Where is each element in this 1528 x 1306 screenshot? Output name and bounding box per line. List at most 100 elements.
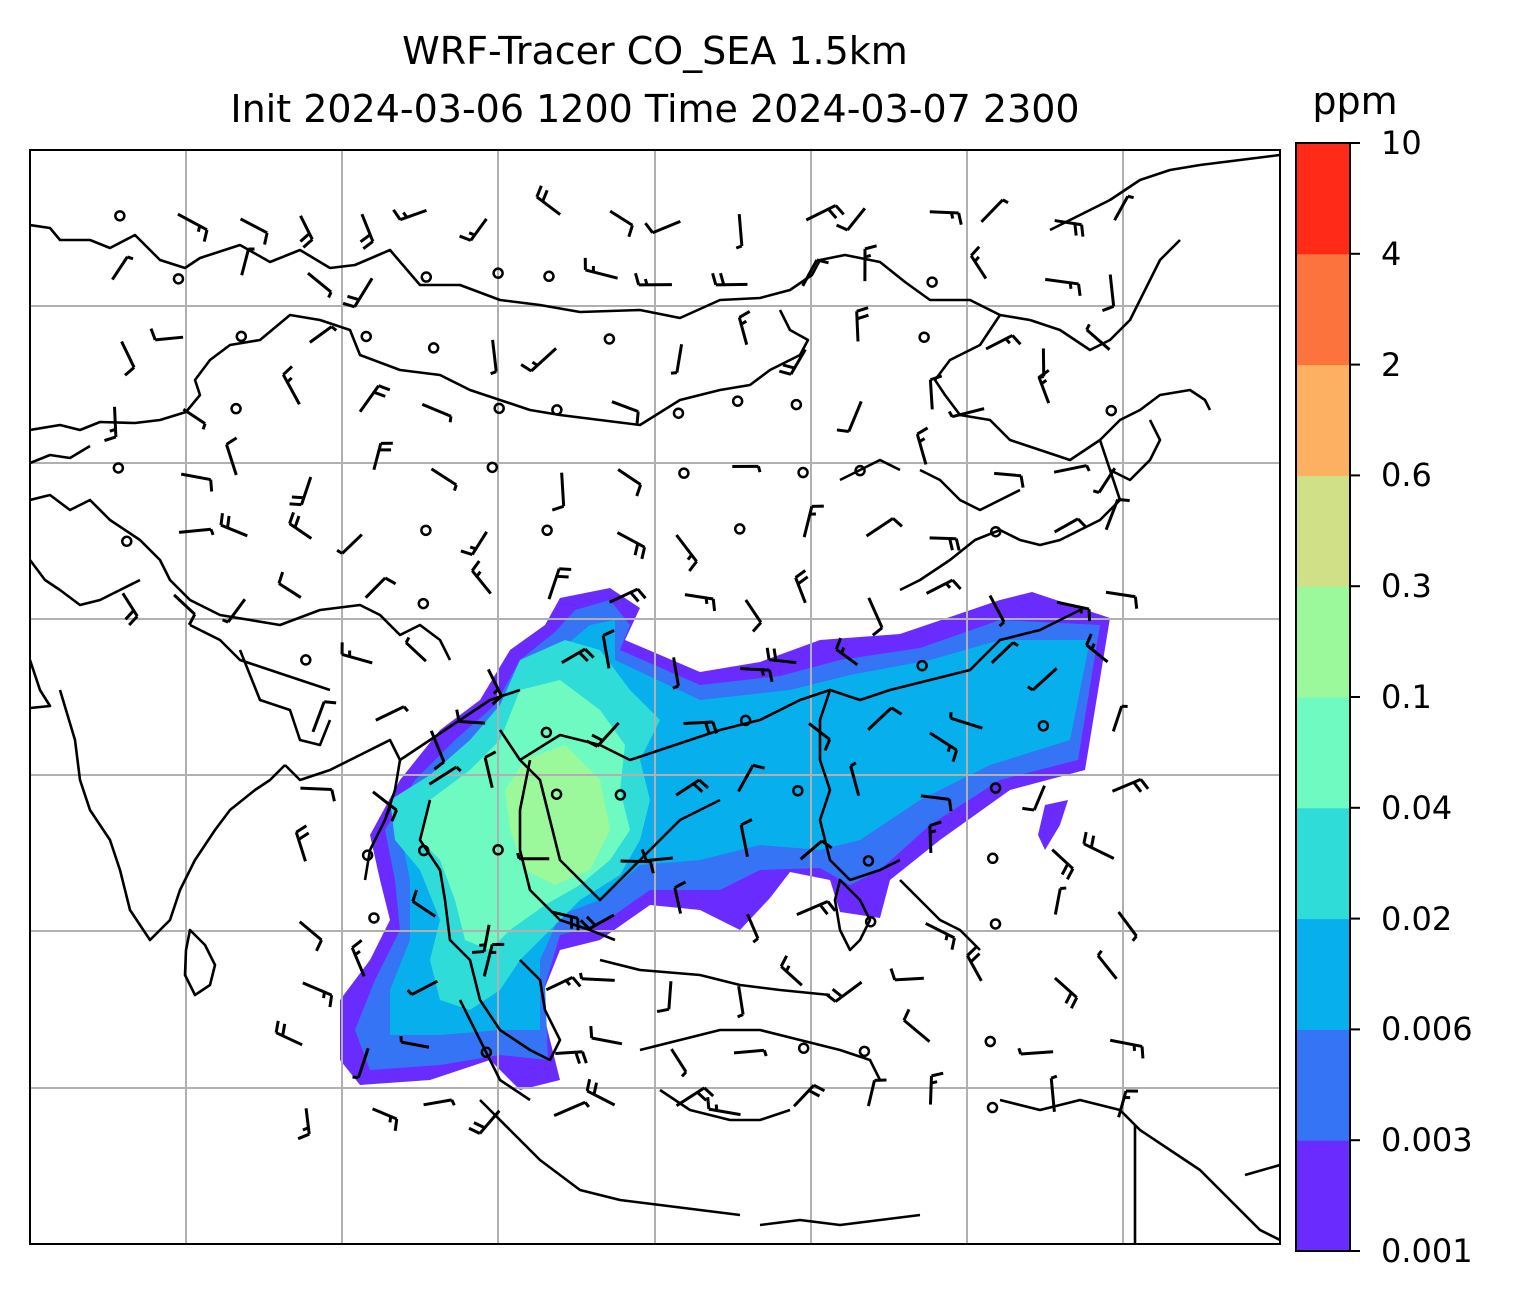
wind-barb — [1104, 497, 1130, 531]
wind-barb — [178, 527, 215, 536]
wind-barb — [430, 467, 458, 492]
calm-wind-marker — [678, 467, 690, 479]
wind-barb — [969, 245, 988, 280]
wind-barb — [706, 1097, 741, 1117]
wind-barb — [1027, 667, 1058, 692]
wind-barb — [684, 593, 717, 612]
calm-wind-marker — [790, 398, 803, 411]
wind-barb — [740, 667, 774, 683]
wind-barb — [372, 790, 398, 822]
wind-barb — [966, 946, 983, 982]
wind-barb — [120, 340, 136, 377]
wind-barb — [240, 247, 255, 276]
calm-wind-marker — [300, 654, 312, 666]
wind-barb — [675, 534, 698, 572]
colorbar-tick-label: 0.6 — [1381, 456, 1432, 495]
wind-barb — [428, 765, 462, 786]
calm-wind-marker — [918, 331, 930, 343]
wind-barb — [620, 859, 655, 874]
wind-barb — [311, 700, 337, 733]
colorbar-tick-label: 10 — [1381, 124, 1422, 162]
wind-barb — [545, 975, 582, 992]
calm-wind-marker — [989, 782, 1002, 794]
wind-barb — [609, 209, 634, 238]
wind-barb — [350, 939, 366, 977]
calm-wind-marker — [864, 915, 877, 928]
wind-barb — [298, 920, 323, 952]
wind-barb — [583, 257, 618, 280]
colorbar — [1295, 142, 1360, 1252]
wind-barb — [308, 325, 338, 344]
wind-barb — [589, 1025, 623, 1046]
wind-barb — [849, 761, 861, 796]
colorbar-tick-label: 0.1 — [1381, 678, 1432, 716]
wind-barb — [173, 593, 197, 626]
wind-barb — [1111, 704, 1128, 732]
wind-barb — [799, 839, 833, 861]
wind-barb — [855, 306, 869, 342]
wind-barb — [1105, 590, 1139, 609]
calm-wind-marker — [989, 525, 1002, 538]
wind-barb — [802, 504, 824, 538]
wind-barb — [1113, 194, 1135, 221]
wind-barb — [778, 348, 807, 376]
calm-wind-marker — [492, 267, 504, 279]
wind-barb — [340, 642, 373, 665]
calm-wind-marker — [112, 462, 125, 474]
wind-barb — [239, 217, 269, 245]
wind-barb — [836, 400, 863, 433]
wind-barb — [277, 571, 302, 599]
wind-barb — [739, 818, 753, 857]
wind-barb — [471, 924, 491, 954]
wind-barb — [553, 1100, 591, 1118]
wind-barb — [468, 1109, 501, 1135]
wind-barb — [866, 1078, 887, 1107]
wind-barb — [1053, 517, 1088, 534]
wind-barb — [608, 587, 647, 604]
colorbar-segment — [1296, 807, 1350, 920]
wind-barb — [336, 533, 363, 555]
wind-barb — [1053, 976, 1079, 1009]
wind-barb — [392, 208, 427, 222]
wind-barb — [616, 531, 647, 560]
wind-barb — [928, 820, 942, 853]
wind-barb — [372, 1107, 399, 1132]
colorbar-segment — [1296, 475, 1350, 587]
wind-barb — [372, 441, 393, 471]
wind-barb — [988, 594, 1006, 628]
wind-barb — [1044, 277, 1082, 297]
wind-barb — [182, 408, 207, 430]
colorbar-tick-label: 2 — [1381, 345, 1402, 384]
wind-barb — [180, 472, 214, 492]
wind-barb — [177, 212, 209, 242]
plume-layer-core3 — [505, 745, 610, 885]
colorbar-unit-label: ppm — [1312, 79, 1398, 123]
wind-barb — [675, 778, 710, 797]
wind-barb — [928, 1071, 944, 1105]
wind-barb — [670, 343, 684, 375]
wind-barb — [520, 347, 558, 373]
calm-wind-marker — [926, 276, 938, 288]
wind-barb — [547, 567, 572, 600]
wind-barb — [1051, 848, 1075, 881]
wind-barb — [929, 536, 961, 551]
wind-barb — [470, 560, 492, 595]
calm-wind-marker — [986, 1101, 999, 1114]
wind-barb — [1053, 464, 1091, 474]
wind-barb — [555, 1050, 588, 1065]
wind-barb — [865, 517, 903, 538]
wind-barb — [675, 1086, 715, 1107]
wind-barb — [1054, 219, 1085, 237]
wind-barb — [103, 406, 118, 442]
calm-wind-marker — [541, 524, 553, 537]
calm-wind-marker — [916, 659, 928, 672]
colorbar-segment — [1296, 143, 1350, 255]
wind-barb — [455, 709, 486, 725]
calm-wind-marker — [420, 524, 432, 537]
wind-barb — [744, 599, 763, 633]
wind-barb — [867, 706, 903, 731]
wind-barb — [801, 258, 829, 287]
wind-barb — [149, 328, 184, 342]
wind-barb — [221, 598, 247, 624]
